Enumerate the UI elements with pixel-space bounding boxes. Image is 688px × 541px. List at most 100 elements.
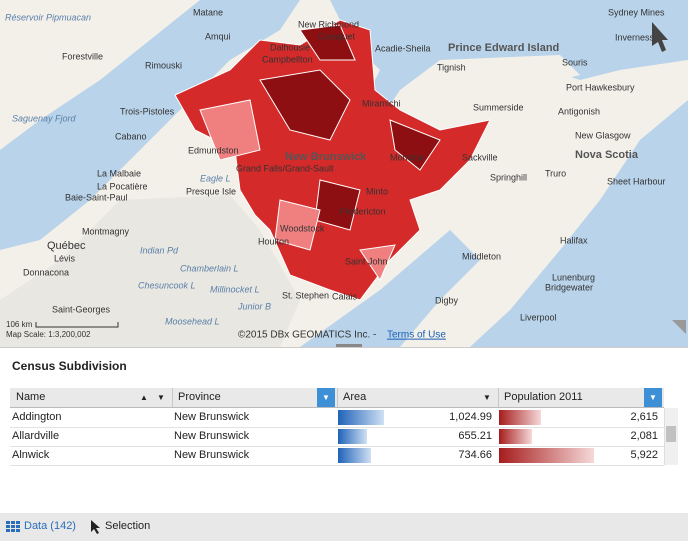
resize-handle[interactable] [672,320,686,334]
row [10,427,664,447]
map-label: Moosehead L [165,316,220,326]
cell-bar [338,448,372,463]
map-label: Minto [366,186,388,196]
light-regions[interactable] [199,99,396,282]
map-label: St. Stephen [282,290,329,300]
map-label: Sydney Mines [608,7,665,17]
map-label: Montmagny [82,226,130,236]
cell-text: New Brunswick [174,411,250,423]
map-label: Fredericton [340,206,386,216]
dark-regions[interactable] [259,24,441,231]
column-header[interactable]: Area [343,391,367,403]
map-label: Eagle L [200,173,231,183]
filter-button[interactable]: ▼ [317,388,335,407]
cell-bar [499,429,533,444]
map-label: Summerside [473,102,524,112]
map-label: Presque Isle [186,186,236,196]
map-label: Halifax [560,235,588,245]
new-brunswick-regions[interactable] [174,19,491,301]
map-label: New Glasgow [575,130,631,140]
map-label: La Pocatière [97,181,148,191]
map-label: Souris [562,57,588,67]
cell-value: 5,922 [630,449,658,461]
map-label: Nova Scotia [575,149,639,161]
map-label: Chamberlain L [180,263,239,273]
row [10,446,664,466]
tab[interactable]: Selection [105,520,151,532]
column-header[interactable]: Province [178,391,221,403]
map-label: Springhill [490,172,527,182]
map-label: Indian Pd [140,245,179,255]
map-label: Chesuncook L [138,280,196,290]
atlantic [470,100,688,347]
terms-link[interactable]: Terms of Use [387,330,446,341]
map[interactable]: Réservoir Pipmuacan Matane New Richmond … [0,0,688,347]
map-label: Forestville [62,51,103,61]
row [10,408,664,428]
map-label: Lévis [54,253,76,263]
map-label: Saint John [345,256,388,266]
map-label: Middleton [462,251,501,261]
map-label: Acadie-Sheila [375,43,431,53]
filter-button[interactable]: ▼ [483,393,491,402]
map-label: Dalhousie [270,42,310,52]
sort-icon[interactable]: ▲ [140,393,148,402]
map-label: Caraquet [318,31,356,41]
map-label: Truro [545,168,566,178]
map-label: Port Hawkesbury [566,82,635,92]
compass[interactable] [652,22,668,52]
map-label: Lunenburg [552,272,595,282]
cell-text: Alnwick [12,449,50,461]
pei [440,55,580,90]
scroll-thumb[interactable] [666,426,676,442]
scale-bar [35,322,119,328]
map-label: Trois-Pistoles [120,106,175,116]
column-header[interactable]: Population 2011 [504,391,583,403]
column-header[interactable]: Name [16,391,46,403]
map-label: Tignish [437,62,466,72]
map-label: Donnacona [23,267,69,277]
cell-value: 2,081 [630,430,658,442]
map-label: Sackville [462,152,498,162]
scale-text: Map Scale: 1:3,200,002 [6,330,91,339]
map-label: Amqui [205,31,231,41]
cell-bar [338,410,385,425]
cell-bar [499,448,594,463]
map-label: Calais [332,291,358,301]
map-label: Digby [435,295,459,305]
map-label: Grand Falls/Grand-Sault [236,163,334,173]
map-label: Réservoir Pipmuacan [5,12,91,22]
cell-bar [499,410,541,425]
cell-value: 734.66 [458,449,492,461]
filter-button[interactable]: ▼ [644,388,662,407]
map-label: Saint-Georges [52,304,111,314]
map-label: Moncton [390,152,425,162]
cell-value: 655.21 [458,430,492,442]
splitter[interactable] [336,344,362,347]
map-label: Campbellton [262,54,313,64]
cell-text: New Brunswick [174,449,250,461]
map-label: New Richmond [298,19,359,29]
tab[interactable]: Data (142) [24,520,76,532]
map-label: Woodstock [280,223,325,233]
map-label: New Brunswick [285,151,367,163]
maine [0,195,300,347]
map-label: Saguenay Fjord [12,113,77,123]
cell-text: New Brunswick [174,430,250,442]
map-label: Matane [193,7,223,17]
map-label: Millinocket L [210,284,260,294]
map-label: La Malbaie [97,168,141,178]
map-label: Baie-Saint-Paul [65,192,128,202]
map-label: Edmundston [188,145,239,155]
map-label: Cabano [115,131,147,141]
filter-button[interactable]: ▼ [157,393,165,402]
map-label: Inverness [615,32,655,42]
col-divider [498,388,499,407]
map-label: Junior B [237,301,271,311]
map-label: Bridgewater [545,282,593,292]
cell-value: 1,024.99 [449,411,492,423]
tab-bar: Data (142) Selection [0,513,688,541]
map-label: Sheet Harbour [607,176,666,186]
map-label: Liverpool [520,312,557,322]
